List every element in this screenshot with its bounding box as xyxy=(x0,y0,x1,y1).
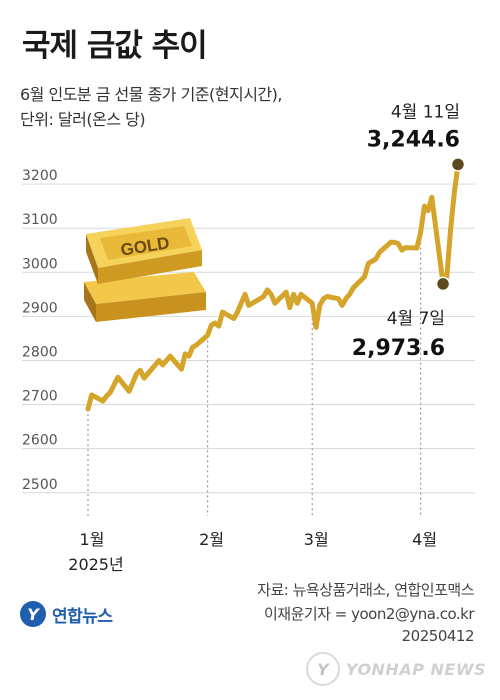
y-tick-label: 2900 xyxy=(22,300,58,316)
subtitle-line-1: 6월 인도분 금 선물 종가 기준(현지시간), xyxy=(20,85,282,104)
subtitle-line-2: 단위: 달러(온스 당) xyxy=(20,110,146,129)
logo-icon: Y xyxy=(20,601,46,627)
x-tick-label: 1월 xyxy=(80,530,105,549)
annotation-value: 3,244.6 xyxy=(367,127,460,152)
watermark: Y YONHAP NEWS xyxy=(305,652,486,686)
chart-subtitle: 6월 인도분 금 선물 종가 기준(현지시간), 단위: 달러(온스 당) xyxy=(20,82,282,132)
y-tick-label: 2600 xyxy=(22,433,58,449)
byline: 이재윤기자 = yoon2@yna.co.kr 20250412 xyxy=(263,603,475,647)
logo-text: 연합뉴스 xyxy=(52,606,113,627)
watermark-text: YONHAP NEWS xyxy=(345,659,486,679)
axis-labels: 2500 2600 2700 2800 2900 3000 3100 3200 1월 2025년 2… xyxy=(22,168,437,574)
y-tick-label: 2700 xyxy=(22,389,58,405)
price-line xyxy=(85,161,461,412)
x-tick-label: 2월 xyxy=(199,530,224,549)
y-tick-label: 3000 xyxy=(22,256,58,272)
y-tick-label: 3100 xyxy=(22,212,58,228)
page-title: 국제 금값 추이 xyxy=(22,28,208,64)
annotation-value: 2,973.6 xyxy=(352,336,445,361)
x-tick-label: 2025년 xyxy=(68,555,123,574)
annotations: 4월 11일 3,244.6 4월 7일 2,973.6 xyxy=(352,102,466,361)
gold-bars-illustration: GOLD xyxy=(84,218,206,322)
grid-layer xyxy=(22,183,475,494)
y-tick-label: 2800 xyxy=(22,344,58,360)
annotation-point xyxy=(450,157,466,172)
source-credit: 자료: 뉴욕상품거래소, 연합인포맥스 xyxy=(257,581,474,599)
x-tick-label: 4월 xyxy=(412,530,437,549)
date-stamp: 20250412 xyxy=(401,627,475,645)
x-guide-lines xyxy=(87,232,422,516)
annotation-point xyxy=(435,276,451,292)
reporter-credit: 이재윤기자 = yoon2@yna.co.kr xyxy=(263,605,475,623)
yonhap-logo: Y 연합뉴스 xyxy=(20,601,113,627)
annotation-date: 4월 11일 xyxy=(391,102,460,122)
watermark-icon: Y xyxy=(305,652,340,686)
y-tick-label: 2500 xyxy=(22,477,58,493)
x-tick-label: 3월 xyxy=(304,530,329,549)
y-tick-label: 3200 xyxy=(22,168,58,184)
annotation-date: 4월 7일 xyxy=(387,309,445,329)
